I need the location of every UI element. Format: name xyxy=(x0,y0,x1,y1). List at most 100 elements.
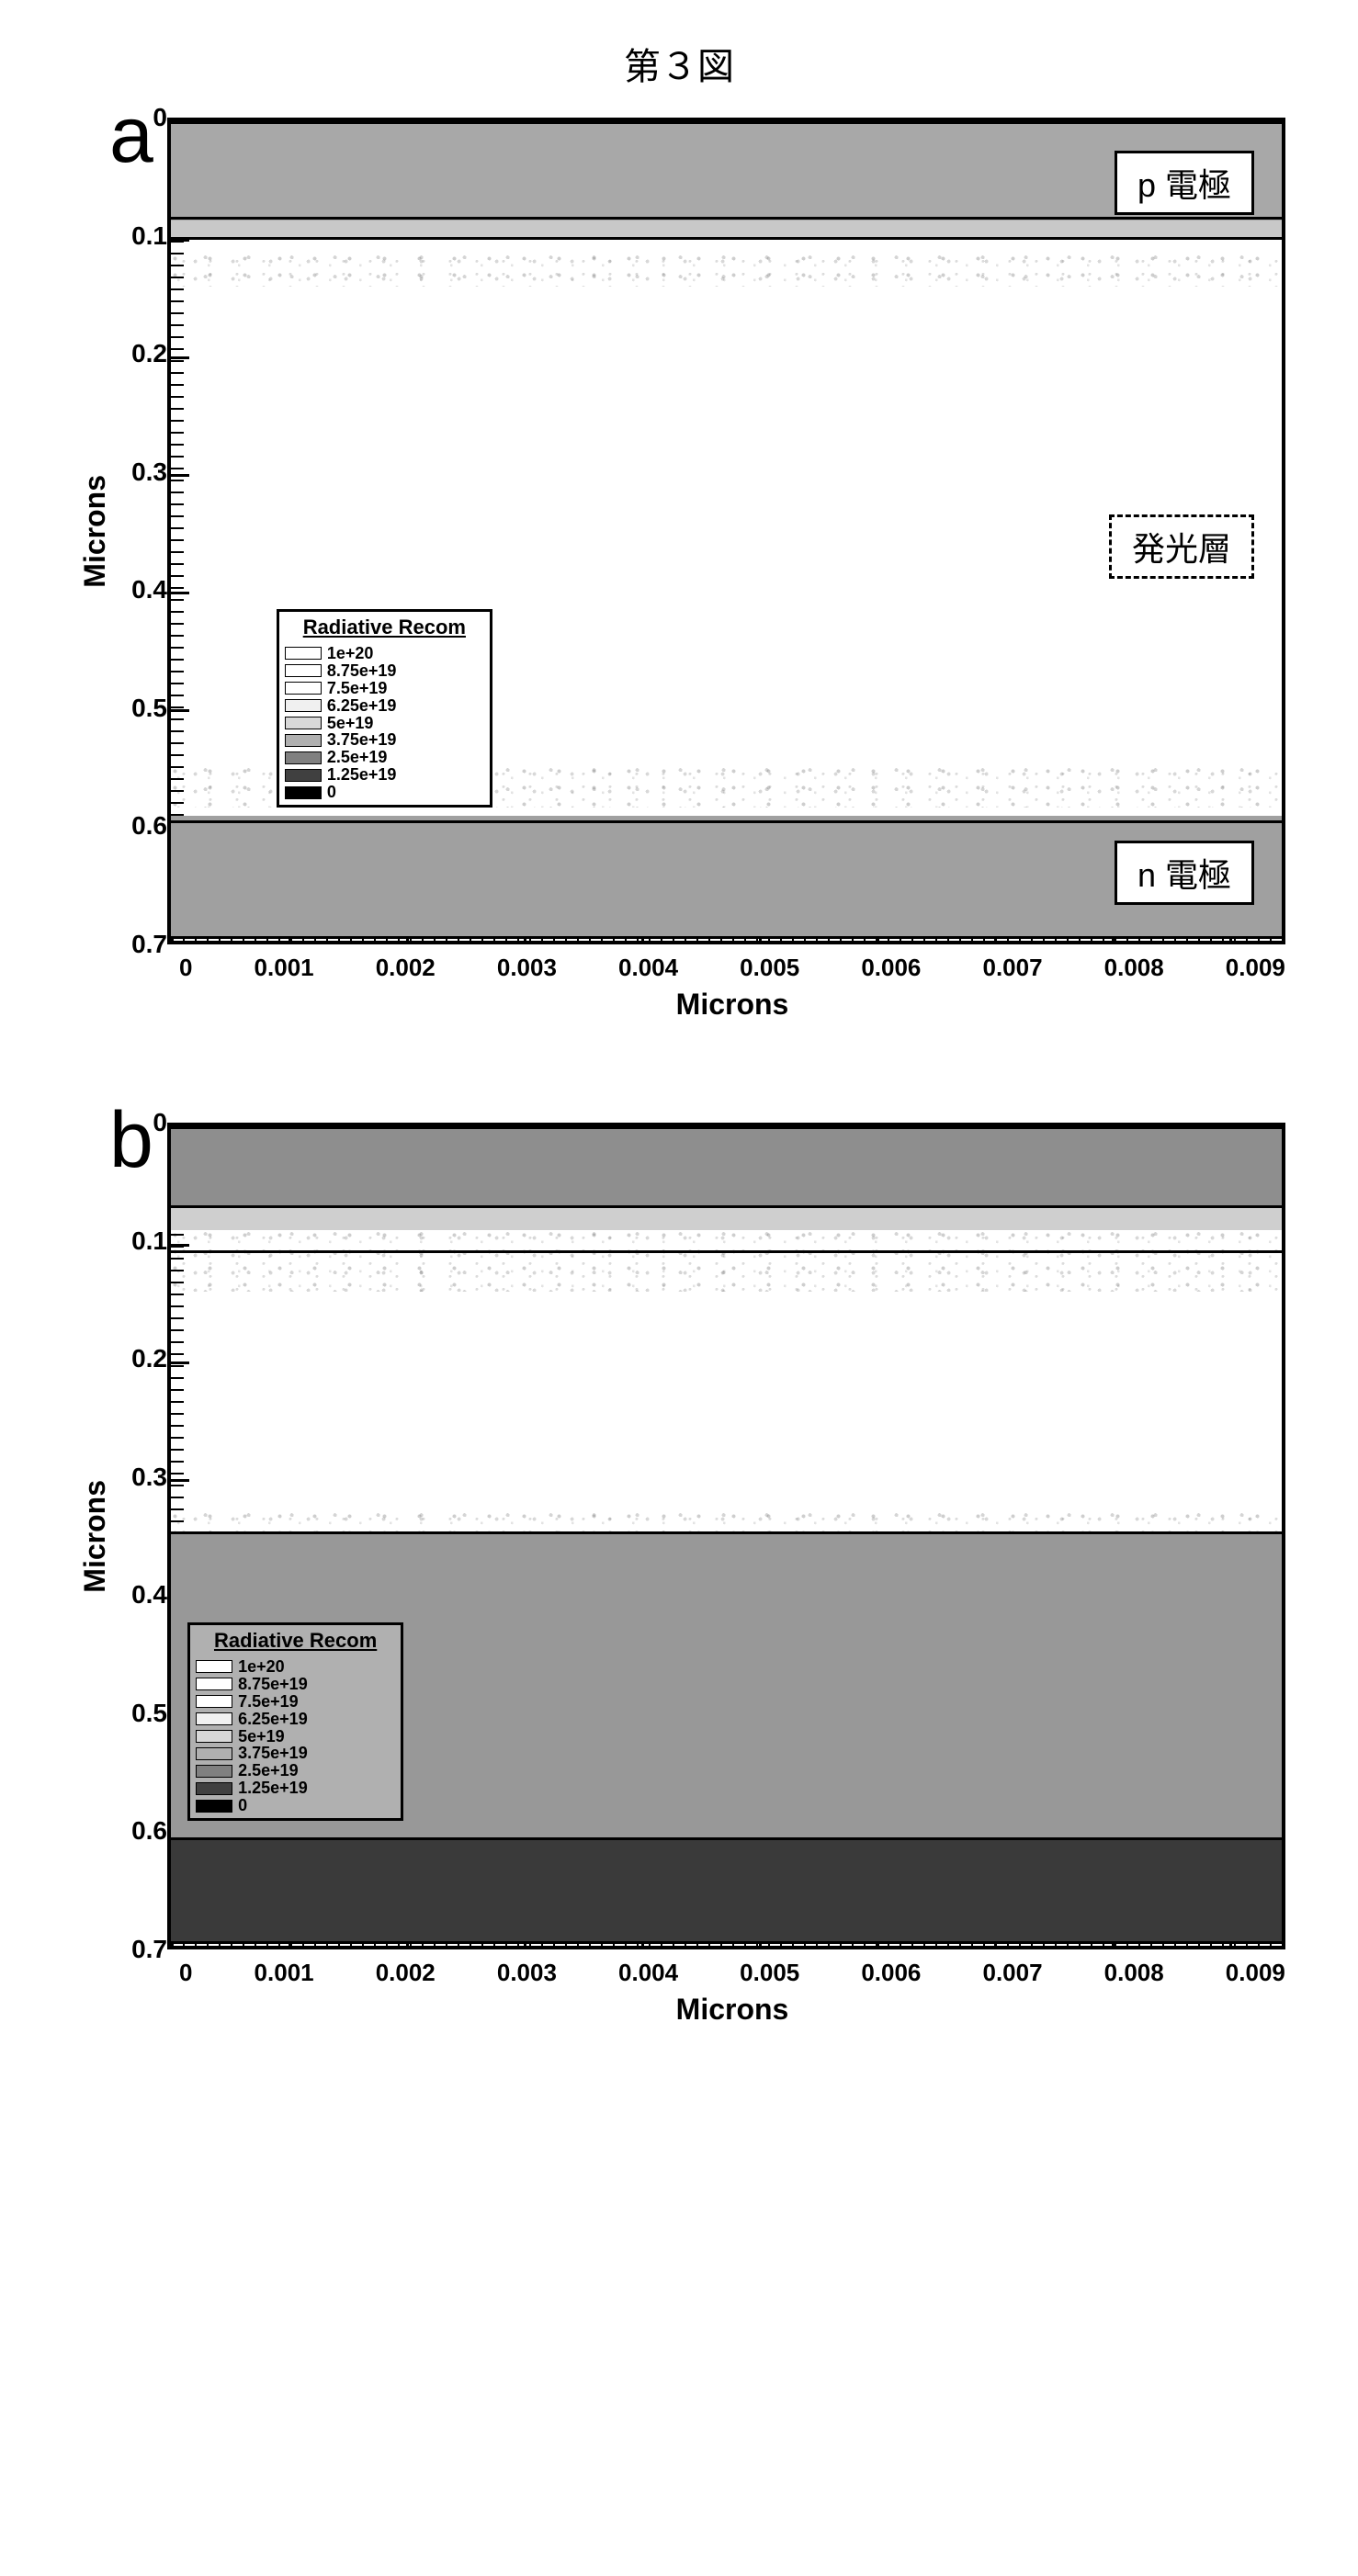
x-tick: 0.002 xyxy=(376,954,436,982)
legend-value: 8.75e+19 xyxy=(238,1676,308,1693)
legend-swatch xyxy=(285,751,322,764)
legend-row: 6.25e+19 xyxy=(285,697,484,715)
boundary-line xyxy=(171,1837,1282,1840)
legend-value: 6.25e+19 xyxy=(327,697,397,715)
legend-swatch xyxy=(196,1712,232,1725)
data-band xyxy=(171,1837,1282,1941)
legend-row: 1e+20 xyxy=(285,645,484,662)
boundary-line xyxy=(171,1205,1282,1208)
data-band xyxy=(171,1230,1282,1293)
legend-row: 1e+20 xyxy=(196,1658,395,1676)
y-axis-ticks: 00.10.20.30.40.50.60.7 xyxy=(112,1123,167,1949)
boundary-line xyxy=(171,1250,1282,1253)
panel-letter-a: a xyxy=(109,96,153,175)
legend-row: 2.5e+19 xyxy=(196,1762,395,1779)
legend-value: 1e+20 xyxy=(327,645,374,662)
legend-row: 5e+19 xyxy=(196,1728,395,1746)
y-axis-label: Microns xyxy=(73,1480,112,1593)
legend-value: 0 xyxy=(238,1797,247,1814)
y-axis-label: Microns xyxy=(73,475,112,588)
legend-swatch xyxy=(285,769,322,782)
legend-value: 2.5e+19 xyxy=(238,1762,299,1779)
legend-value: 1e+20 xyxy=(238,1658,285,1676)
legend-row: 2.5e+19 xyxy=(285,749,484,766)
x-axis-label: Microns xyxy=(179,1993,1285,2027)
legend-swatch xyxy=(196,1782,232,1795)
legend-value: 7.5e+19 xyxy=(238,1693,299,1711)
x-tick: 0.005 xyxy=(740,1959,799,1987)
boundary-line xyxy=(171,820,1282,823)
legend-swatch xyxy=(285,664,322,677)
x-tick: 0.009 xyxy=(1226,954,1285,982)
data-band xyxy=(171,1511,1282,1532)
legend-swatch xyxy=(285,647,322,660)
legend-swatch xyxy=(196,1678,232,1690)
x-axis-ticks: 00.0010.0020.0030.0040.0050.0060.0070.00… xyxy=(179,1949,1285,1987)
legend-row: 8.75e+19 xyxy=(196,1676,395,1693)
boundary-line xyxy=(171,217,1282,220)
data-band xyxy=(171,1205,1282,1230)
x-tick: 0.003 xyxy=(497,1959,557,1987)
boundary-line xyxy=(171,1126,1282,1129)
x-tick: 0.008 xyxy=(1104,954,1164,982)
x-tick: 0.007 xyxy=(982,1959,1042,1987)
x-tick: 0 xyxy=(179,1959,192,1987)
data-band xyxy=(171,220,1282,237)
legend-value: 3.75e+19 xyxy=(238,1745,308,1762)
region-label-n-electrode: n 電極 xyxy=(1115,841,1254,905)
x-tick: 0 xyxy=(179,954,192,982)
x-tick: 0.007 xyxy=(982,954,1042,982)
boundary-line xyxy=(171,1531,1282,1534)
legend-row: 1.25e+19 xyxy=(196,1779,395,1797)
legend-row: 1.25e+19 xyxy=(285,766,484,784)
legend-row: 0 xyxy=(196,1797,395,1814)
legend-value: 8.75e+19 xyxy=(327,662,397,680)
legend-swatch xyxy=(285,734,322,747)
legend-swatch xyxy=(285,682,322,695)
legend-swatch xyxy=(196,1765,232,1778)
legend-value: 3.75e+19 xyxy=(327,731,397,749)
panel-b: b Microns 00.10.20.30.40.50.60.7 Radiati… xyxy=(73,1123,1285,2027)
legend-value: 7.5e+19 xyxy=(327,680,388,697)
boundary-line xyxy=(171,936,1282,939)
boundary-line xyxy=(171,1941,1282,1944)
legend-row: 3.75e+19 xyxy=(285,731,484,749)
x-tick: 0.009 xyxy=(1226,1959,1285,1987)
legend-swatch xyxy=(285,786,322,799)
x-tick: 0.001 xyxy=(255,1959,314,1987)
y-axis-ticks: 00.10.20.30.40.50.60.7 xyxy=(112,118,167,944)
legend-value: 0 xyxy=(327,784,336,801)
panel-a: a Microns 00.10.20.30.40.50.60.7 Radiati… xyxy=(73,118,1285,1022)
boundary-line xyxy=(171,237,1282,240)
x-tick: 0.005 xyxy=(740,954,799,982)
legend-swatch xyxy=(285,699,322,712)
figure-caption: 第３図 xyxy=(55,37,1303,90)
x-tick: 0.004 xyxy=(618,954,678,982)
x-axis-label: Microns xyxy=(179,988,1285,1022)
legend-value: 5e+19 xyxy=(238,1728,285,1746)
x-tick: 0.001 xyxy=(255,954,314,982)
legend-swatch xyxy=(285,717,322,729)
legend-title: Radiative Recom xyxy=(285,616,484,639)
legend-row: 0 xyxy=(285,784,484,801)
x-axis-ticks: 0 0.001 0.002 0.003 0.004 0.005 0.006 0.007 0.00… xyxy=(179,944,1285,982)
x-tick: 0.008 xyxy=(1104,1959,1164,1987)
x-tick: 0.002 xyxy=(376,1959,436,1987)
plot-area-a: Radiative Recom 1e+208.75e+197.5e+196.25e… xyxy=(167,118,1285,944)
legend-title: Radiative Recom xyxy=(196,1629,395,1653)
legend-value: 1.25e+19 xyxy=(327,766,397,784)
legend-value: 6.25e+19 xyxy=(238,1711,308,1728)
legend-row: 6.25e+19 xyxy=(196,1711,395,1728)
data-band xyxy=(171,1126,1282,1205)
legend-box: Radiative Recom 1e+208.75e+197.5e+196.25e… xyxy=(277,609,492,808)
x-tick: 0.003 xyxy=(497,954,557,982)
legend-row: 3.75e+19 xyxy=(196,1745,395,1762)
panel-letter-b: b xyxy=(109,1101,153,1180)
legend-row: 5e+19 xyxy=(285,715,484,732)
data-band xyxy=(171,254,1282,287)
x-tick: 0.006 xyxy=(861,954,921,982)
legend-row: 8.75e+19 xyxy=(285,662,484,680)
legend-value: 5e+19 xyxy=(327,715,374,732)
region-label-p-electrode: p 電極 xyxy=(1115,151,1254,215)
region-label-emission-layer: 発光層 xyxy=(1109,514,1254,579)
